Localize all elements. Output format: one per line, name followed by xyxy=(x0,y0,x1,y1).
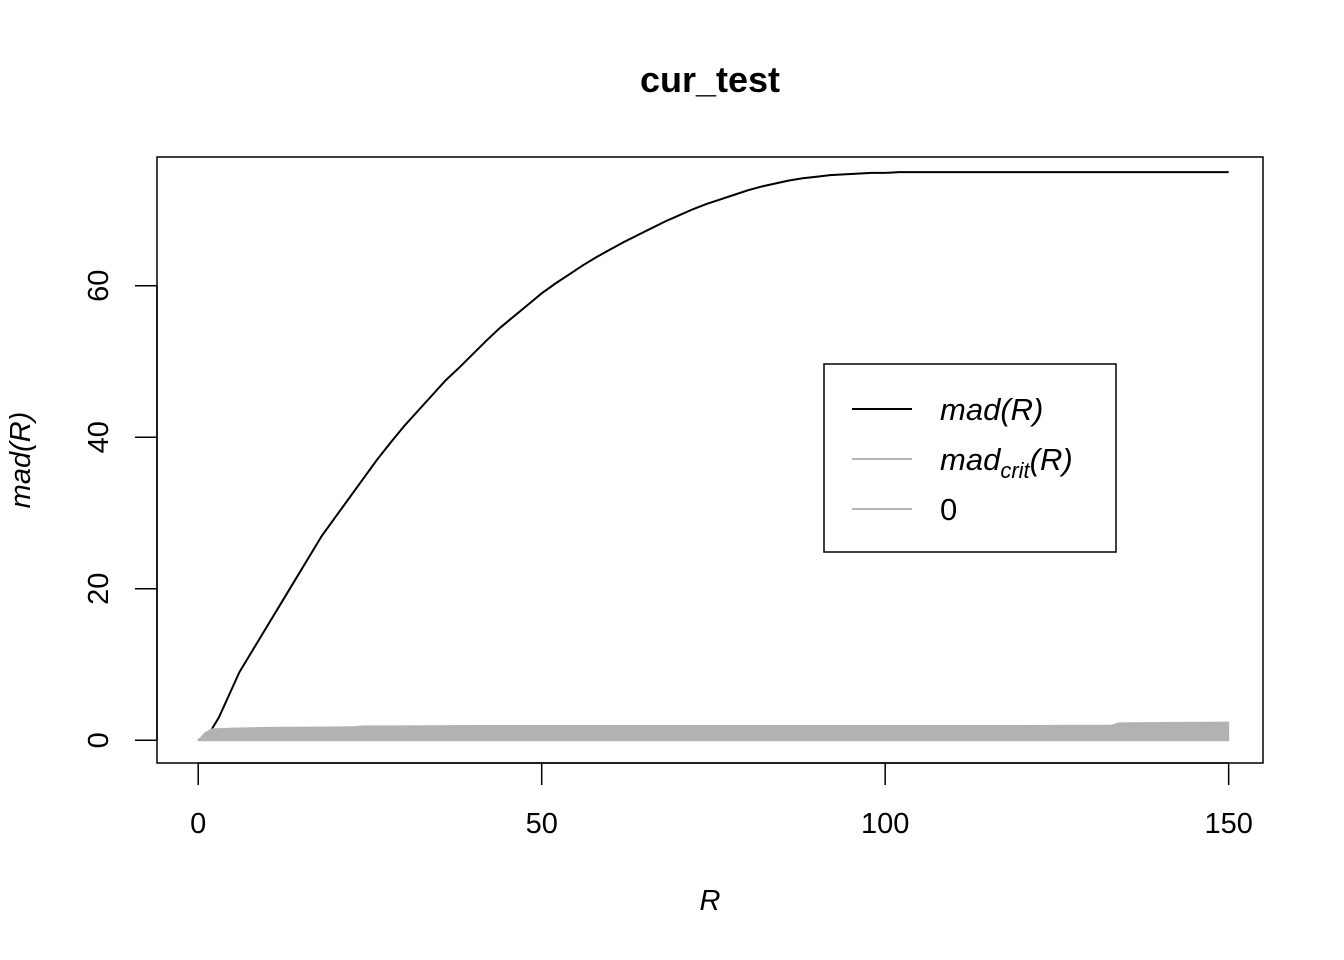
y-tick-label: 20 xyxy=(83,573,115,605)
series-layer xyxy=(197,171,1230,742)
legend: mad(R) madcrit(R) 0 xyxy=(823,363,1117,553)
y-axis: 0 20 40 60 xyxy=(83,270,158,748)
legend-label-zero: 0 xyxy=(940,492,957,527)
y-tick-label: 60 xyxy=(83,270,115,302)
y-tick-label: 0 xyxy=(83,732,115,748)
series-mad-line xyxy=(197,171,1229,742)
y-axis-label: mad(R) xyxy=(5,412,37,509)
legend-label-mad-crit: madcrit(R) xyxy=(940,442,1073,483)
x-tick-label: 50 xyxy=(526,808,558,840)
x-tick-label: 150 xyxy=(1204,808,1252,840)
x-tick-label: 0 xyxy=(190,808,206,840)
x-tick-label: 100 xyxy=(861,808,909,840)
legend-label-mad: mad(R) xyxy=(940,392,1043,427)
series-mad-crit-band xyxy=(197,721,1230,741)
y-tick-label: 40 xyxy=(83,421,115,453)
chart-title: cur_test xyxy=(640,59,780,100)
x-axis-label: R xyxy=(700,885,721,917)
x-axis: 0 50 100 150 xyxy=(190,762,1253,840)
